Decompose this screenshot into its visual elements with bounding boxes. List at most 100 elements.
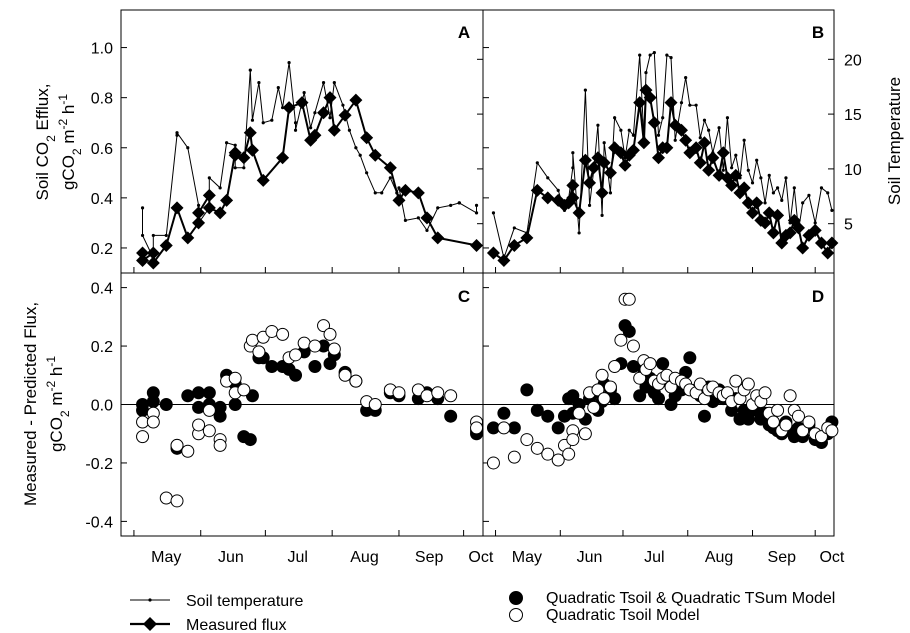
panel-a-soil-temperature-point	[328, 116, 332, 120]
panel-b-measured-flux-point	[706, 151, 720, 165]
panel-d-quadratic-tsum-point	[741, 412, 755, 426]
panel-b-measured-flux-point	[766, 226, 780, 240]
panel-b-soil-temperature-point	[491, 211, 496, 215]
panel-c-quadratic-tsoil-point	[297, 336, 311, 350]
panel-a-soil-temperature-point	[186, 146, 190, 150]
panel-b-measured-flux-point	[618, 158, 632, 172]
panel-b-measured-flux-point	[808, 223, 822, 237]
legend-swatch-quadratic-tsoil	[509, 608, 523, 622]
panel-b-measured-flux-point	[741, 196, 755, 210]
panel-d-quadratic-tsoil-point	[591, 383, 605, 397]
panel-c-quadratic-tsoil-point	[276, 327, 290, 341]
panel-d-month-label: May	[512, 549, 542, 566]
panel-c-quadratic-tsoil-point	[323, 327, 337, 341]
panel-b-soil-temperature-point	[734, 153, 738, 157]
panel-b-measured-flux-point	[566, 178, 580, 192]
panel-a-soil-temperature-point	[287, 61, 291, 65]
panel-a-soil-temperature-point	[196, 203, 201, 207]
panel-c-quadratic-tsoil-point	[136, 415, 150, 429]
axes-layer: 0.2 0.4 0.6 0.8 1.0 5 10 15 20 -0.4 -0.2 0.0 0.2 0.4 M…	[85, 41, 861, 566]
panel-b-soil-temperature-point	[750, 181, 755, 185]
panel-d-quadratic-tsum-point	[551, 421, 565, 435]
panel-b-soil-temperature-point	[631, 133, 636, 137]
panel-a-soil-temperature-point	[164, 233, 168, 238]
panel-d-quadratic-tsum-point	[652, 392, 665, 406]
panel-d-quadratic-tsoil-point	[603, 380, 617, 394]
y-axis-title-top-line1: Soil CO2 Efflux,	[33, 84, 58, 201]
panel-a-soil-temperature-point	[293, 121, 298, 125]
panel-b-soil-temperature-point	[665, 53, 669, 57]
panel-a-soil-temperature-point	[175, 133, 179, 137]
panel-a-measured-flux-point	[392, 193, 406, 207]
panel-c-month-label: Jun	[218, 549, 244, 566]
panel-b-measured-flux-point	[643, 91, 657, 105]
panel-c-quadratic-tsoil-point	[265, 324, 279, 338]
panel-d-quadratic-tsoil-point	[802, 415, 816, 429]
panel-b-soil-temperature-point	[702, 118, 707, 122]
panel-b-measured-flux-point	[725, 178, 739, 192]
panel-b-measured-flux-point	[660, 141, 674, 155]
panel-b-soil-temperature-point	[755, 158, 759, 162]
panel-b-measured-flux-point	[566, 191, 580, 205]
panel-b-soil-temperature-point	[742, 138, 746, 142]
panel-d-quadratic-tsoil-point	[541, 447, 555, 461]
panel-a-soil-temperature-point	[425, 228, 429, 233]
panel-d-quadratic-tsoil-point	[758, 386, 772, 400]
panel-b-measured-flux-point	[597, 156, 611, 170]
panel-c-quadratic-tsoil-point	[392, 386, 406, 400]
panel-b-measured-flux-point	[729, 168, 743, 182]
panel-c-quadratic-tsoil-point	[170, 494, 184, 508]
panel-d-quadratic-tsum-point	[683, 351, 697, 365]
panel-d-quadratic-tsoil-point	[497, 421, 511, 435]
panel-a-measured-flux-point	[398, 183, 412, 197]
panel-d-quadratic-tsoil-point	[530, 441, 544, 455]
panel-d-quadratic-tsoil-point	[608, 360, 622, 374]
panel-d-month-label: Jun	[577, 549, 603, 566]
y-axis-title-top: Soil CO2 Efflux, gCO2 m-2 h-1	[33, 84, 84, 201]
panel-c-quadratic-tsum-point	[243, 433, 257, 447]
panel-b-soil-temperature-point	[669, 55, 673, 60]
panel-b-temp-tick-label: 5	[844, 217, 853, 234]
panel-b-soil-temperature-point	[600, 213, 604, 217]
panel-c-quadratic-tsum-point	[228, 398, 242, 411]
panel-b-soil-temperature-point	[819, 186, 824, 190]
panel-a-soil-temperature-point	[436, 206, 440, 210]
panel-b-measured-flux-point	[668, 118, 682, 132]
panel-d-quadratic-tsoil-point	[486, 456, 500, 470]
panel-c-quadratic-tsoil-point	[420, 389, 434, 403]
panel-a-measured-flux-point	[202, 201, 216, 215]
panel-b-soil-temperature-point	[648, 53, 652, 57]
panel-d-quadratic-tsoil-point	[814, 430, 828, 444]
panel-c-quadratic-tsum-point	[444, 409, 458, 423]
panel-c-quadratic-tsum-point	[181, 389, 195, 403]
panel-a-soil-temperature-point	[257, 81, 261, 85]
panel-a-soil-temperature-point	[416, 216, 420, 220]
panel-a-measured-flux-point	[237, 151, 251, 165]
panel-c-quadratic-tsoil-point	[202, 403, 216, 417]
panel-a-soil-temperature-point	[347, 128, 352, 132]
panel-b-soil-temperature-point	[652, 50, 656, 55]
data-layer	[136, 50, 839, 508]
panel-b-series-soil-temperature	[492, 51, 833, 260]
panel-b-soil-temperature-point	[780, 198, 784, 202]
panel-b-soil-temperature-point	[717, 126, 721, 130]
y-axis-title-top-line2: gCO2 m-2 h-1	[56, 94, 84, 190]
panel-b-temp-tick-label: 15	[844, 107, 862, 124]
panel-b-soil-temperature-point	[535, 161, 539, 165]
panel-d-quadratic-tsoil-point	[729, 374, 743, 388]
panel-a-soil-temperature-point	[365, 171, 369, 175]
panel-b-soil-temperature-point	[730, 166, 734, 170]
legend-label-quadratic-tsum: Quadratic Tsoil & Quadratic TSum Model	[546, 590, 835, 607]
panel-a-measured-flux-point	[136, 246, 150, 260]
panel-d-quadratic-tsoil-point	[551, 453, 565, 467]
panel-c-ytick-label: -0.2	[85, 456, 113, 473]
panel-d-quadratic-tsoil-point	[783, 389, 797, 403]
panel-b-measured-flux-point	[821, 246, 835, 260]
panel-a-ytick-label: 0.6	[91, 141, 113, 158]
panel-a-measured-flux-point	[276, 151, 290, 165]
panel-b-soil-temperature-point	[571, 166, 575, 170]
panel-c-quadratic-tsum-point	[192, 386, 206, 400]
panel-a-series-soil-temperature	[142, 62, 477, 259]
panel-b-measured-flux-point	[814, 236, 828, 250]
panel-b-measured-flux-point	[486, 246, 500, 260]
